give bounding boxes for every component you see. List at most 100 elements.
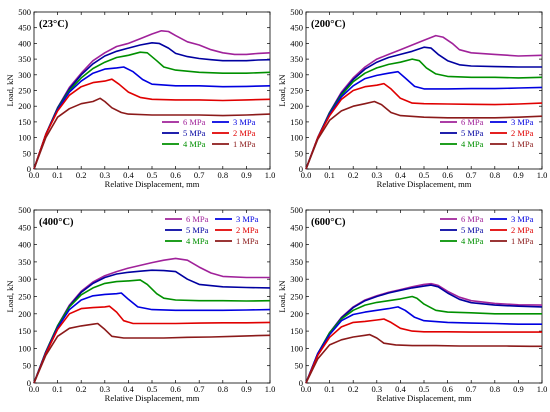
y-tick-label: 450 [18,23,31,33]
series-line-2-mpa [305,318,542,384]
x-tick-label: 0.8 [217,384,228,394]
series-line-6-mpa [305,282,543,384]
series-line-4-mpa [305,295,542,384]
series-line-2-mpa [33,305,271,384]
x-tick-label: 0.9 [513,384,524,394]
series-line-5-mpa [305,46,542,170]
chart-panel-3: 0.0 0.1 0.2 0.3 0.4 0.5 0.6 0.7 0.8 0.9 1.0 0 50 100 1… [5,205,275,403]
legend-label: 1 MPa [236,236,259,246]
series-line-1-mpa [33,322,271,384]
x-tick-label: 0.7 [194,170,205,180]
x-tick-label: 0.9 [241,384,252,394]
legend-label: 5 MPa [461,225,484,235]
legend-label: 1 MPa [511,139,534,149]
x-tick-label: 0.1 [324,170,335,180]
x-tick-label: 0.5 [419,170,430,180]
x-axis-label: Relative Displacement, mm [377,393,472,403]
series-line-5-mpa [305,284,543,384]
legend-label: 4 MPa [186,236,209,246]
x-tick-label: 0.3 [371,170,382,180]
y-axis-label: Load, kN [277,74,287,106]
y-tick-label: 250 [290,86,303,96]
x-tick-label: 0.5 [147,170,158,180]
x-tick-label: 1.0 [537,170,548,180]
series-line-2-mpa [33,78,271,170]
x-axis-label: Relative Displacement, mm [105,179,200,189]
y-tick-label: 400 [290,38,303,48]
y-tick-label: 350 [18,54,31,64]
chart-panel-4: 0.0 0.1 0.2 0.3 0.4 0.5 0.6 0.7 0.8 0.9 1.0 0 50 100 1… [277,205,547,403]
y-tick-label: 150 [18,117,31,127]
x-tick-label: 0.8 [489,384,500,394]
x-tick-label: 0.2 [76,170,87,180]
y-tick-label: 200 [290,309,303,319]
legend-label: 1 MPa [233,139,256,149]
y-tick-label: 400 [18,38,31,48]
series-line-3-mpa [33,66,271,170]
plot-frame [33,209,271,384]
x-tick-label: 0.8 [489,170,500,180]
y-tick-label: 50 [295,361,304,371]
series-line-5-mpa [33,269,271,384]
panel-title: (600°C) [311,217,346,228]
chart-panel-2: 0.0 0.1 0.2 0.3 0.4 0.5 0.6 0.7 0.8 0.9 1.0 0 50 100 1… [277,7,547,189]
y-tick-label: 250 [18,292,31,302]
x-tick-label: 0.2 [348,384,359,394]
x-tick-label: 0.4 [395,384,406,394]
legend-label: 2 MPa [511,128,534,138]
series-line-1-mpa [33,97,271,170]
y-tick-label: 0 [299,378,303,388]
y-axis-label: Load, kN [277,280,287,312]
y-tick-label: 0 [27,164,31,174]
series-line-4-mpa [305,58,543,170]
y-tick-label: 50 [23,361,32,371]
legend-label: 3 MPa [511,117,534,127]
legend-label: 3 MPa [236,214,259,224]
x-tick-label: 0.3 [99,170,110,180]
series-line-1-mpa [305,333,542,384]
y-tick-label: 500 [290,205,303,215]
y-tick-label: 200 [18,101,31,111]
x-tick-label: 0.9 [513,170,524,180]
x-tick-label: 1.0 [537,384,548,394]
x-tick-label: 0.1 [52,384,63,394]
y-tick-label: 450 [290,222,303,232]
legend-label: 4 MPa [461,236,484,246]
x-tick-label: 0.2 [76,384,87,394]
plot-frame [305,11,543,170]
y-tick-label: 450 [18,222,31,232]
series-line-3-mpa [305,306,542,384]
x-tick-label: 0.0 [301,384,312,394]
series-line-3-mpa [33,292,271,384]
y-tick-label: 300 [18,274,31,284]
series-line-6-mpa [305,34,543,170]
y-tick-label: 500 [18,205,31,215]
x-tick-label: 0.6 [442,170,453,180]
x-tick-label: 0.4 [123,384,134,394]
y-tick-label: 50 [23,148,32,158]
y-tick-label: 250 [18,86,31,96]
y-tick-label: 150 [290,117,303,127]
y-tick-label: 250 [290,292,303,302]
x-tick-label: 0.7 [194,384,205,394]
x-tick-label: 1.0 [265,384,276,394]
x-tick-label: 0.6 [442,384,453,394]
series-line-6-mpa [33,30,271,170]
y-tick-label: 200 [290,101,303,111]
legend-label: 1 MPa [511,236,534,246]
y-axis-label: Load, kN [5,74,15,106]
x-tick-label: 0.2 [348,170,359,180]
x-tick-label: 0.7 [466,384,477,394]
x-tick-label: 0.4 [123,170,134,180]
y-tick-label: 200 [18,309,31,319]
x-tick-label: 0.5 [147,384,158,394]
series-line-5-mpa [33,42,271,170]
y-tick-label: 100 [290,343,303,353]
legend-label: 3 MPa [233,117,256,127]
series-line-4-mpa [33,51,271,170]
y-tick-label: 150 [18,326,31,336]
x-tick-label: 0.3 [99,384,110,394]
x-tick-label: 0.1 [52,170,63,180]
